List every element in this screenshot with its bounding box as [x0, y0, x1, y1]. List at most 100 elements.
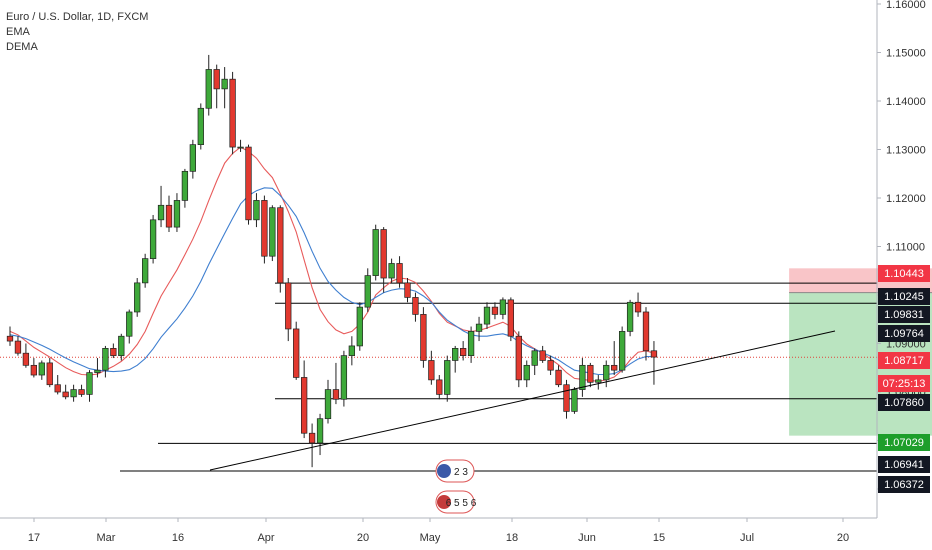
x-tick-label: 20: [357, 532, 369, 544]
candle[interactable]: [499, 297, 507, 320]
candle[interactable]: [650, 341, 658, 385]
candle[interactable]: [404, 278, 411, 303]
candle[interactable]: [364, 268, 371, 312]
candle-body-up: [523, 364, 530, 381]
candle[interactable]: [142, 253, 149, 288]
candle[interactable]: [467, 326, 475, 363]
candle[interactable]: [507, 297, 514, 342]
candle[interactable]: [539, 345, 546, 363]
candle[interactable]: [348, 336, 355, 366]
candle[interactable]: [301, 360, 308, 439]
candle[interactable]: [308, 423, 316, 468]
candle-body-up: [181, 170, 189, 201]
candle[interactable]: [356, 302, 363, 351]
candle[interactable]: [62, 384, 69, 400]
candle[interactable]: [579, 358, 586, 397]
candle[interactable]: [475, 316, 483, 342]
candle[interactable]: [523, 360, 530, 388]
candle[interactable]: [460, 341, 467, 361]
candle[interactable]: [126, 309, 133, 344]
candle[interactable]: [483, 302, 491, 329]
candle[interactable]: [70, 384, 77, 402]
candle[interactable]: [452, 345, 459, 373]
candle[interactable]: [6, 326, 14, 346]
candle[interactable]: [221, 67, 228, 109]
candle[interactable]: [110, 343, 117, 359]
candle[interactable]: [189, 139, 197, 179]
candle[interactable]: [340, 350, 348, 407]
candle[interactable]: [277, 205, 284, 293]
candle[interactable]: [412, 292, 419, 322]
candle[interactable]: [157, 185, 165, 228]
candle[interactable]: [332, 362, 340, 405]
event-badge[interactable]: 2 3: [435, 459, 475, 483]
candle[interactable]: [396, 256, 403, 288]
candle[interactable]: [531, 348, 538, 376]
candle[interactable]: [611, 341, 618, 376]
candle[interactable]: [78, 384, 85, 397]
candle[interactable]: [38, 360, 45, 380]
candle[interactable]: [316, 413, 324, 456]
time-axis[interactable]: 17 Mar 16 Apr 20 May 18 Jun 15 Jul 20: [0, 517, 877, 544]
candle[interactable]: [237, 139, 244, 152]
candle[interactable]: [626, 299, 634, 337]
trendline[interactable]: [209, 330, 836, 471]
candle[interactable]: [372, 224, 379, 281]
candle[interactable]: [388, 258, 395, 283]
candle[interactable]: [30, 358, 37, 378]
ema-legend[interactable]: EMA: [6, 26, 30, 38]
x-tick-label: 16: [172, 532, 184, 544]
candle[interactable]: [563, 379, 570, 419]
candle[interactable]: [102, 345, 109, 378]
candle[interactable]: [571, 387, 578, 414]
candle[interactable]: [587, 362, 594, 388]
candle[interactable]: [245, 144, 252, 225]
symbol-title[interactable]: Euro / U.S. Dollar, 1D, FXCM: [6, 11, 149, 23]
candle[interactable]: [118, 333, 125, 361]
candle[interactable]: [634, 292, 642, 317]
candle[interactable]: [618, 326, 626, 373]
candle[interactable]: [269, 205, 276, 262]
candle[interactable]: [261, 195, 268, 264]
candle[interactable]: [54, 375, 61, 395]
candle[interactable]: [197, 103, 204, 150]
candle[interactable]: [380, 227, 387, 293]
candle[interactable]: [205, 54, 212, 116]
event-badges[interactable]: 2 3 6 5 5 6: [435, 459, 477, 514]
candle[interactable]: [324, 379, 332, 424]
candle[interactable]: [229, 71, 236, 155]
candle[interactable]: [86, 370, 93, 402]
candles[interactable]: [6, 54, 658, 468]
candle[interactable]: [253, 193, 260, 228]
candle[interactable]: [165, 195, 173, 232]
candle[interactable]: [642, 307, 650, 361]
candle[interactable]: [515, 331, 522, 388]
candle[interactable]: [213, 64, 220, 109]
price-label-box: [878, 325, 930, 342]
candle[interactable]: [94, 358, 101, 378]
candle[interactable]: [14, 336, 22, 356]
candle[interactable]: [173, 193, 181, 232]
candle-body-up: [372, 229, 379, 276]
candle[interactable]: [134, 278, 141, 317]
candle[interactable]: [603, 360, 610, 388]
candle[interactable]: [547, 355, 554, 376]
dema-legend[interactable]: DEMA: [6, 41, 38, 53]
candle[interactable]: [436, 375, 443, 400]
event-badge[interactable]: 6 5 5 6: [435, 490, 477, 514]
candle[interactable]: [444, 355, 451, 402]
candle-body-down: [293, 328, 300, 378]
candle[interactable]: [555, 365, 562, 388]
candle[interactable]: [149, 214, 157, 264]
candle[interactable]: [46, 358, 53, 388]
candle[interactable]: [181, 168, 189, 208]
candle[interactable]: [491, 302, 499, 320]
candle[interactable]: [420, 307, 427, 368]
candle[interactable]: [285, 278, 292, 342]
candle[interactable]: [428, 350, 435, 385]
horizontal-levels[interactable]: [120, 282, 877, 472]
candle[interactable]: [293, 321, 300, 380]
candle[interactable]: [22, 343, 30, 368]
candle[interactable]: [595, 375, 602, 390]
